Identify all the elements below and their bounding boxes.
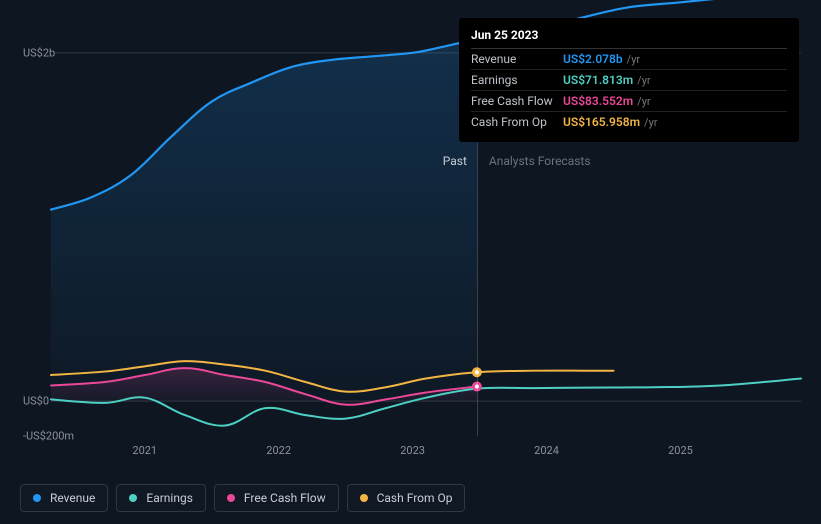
tooltip-date: Jun 25 2023: [471, 26, 787, 49]
tooltip-row-suffix: /yr: [644, 116, 657, 129]
x-axis-label: 2021: [132, 444, 157, 457]
legend: Revenue Earnings Free Cash Flow Cash From O…: [20, 484, 465, 512]
tooltip-row: RevenueUS$2.078b/yr: [471, 49, 787, 70]
tooltip-row-suffix: /yr: [637, 74, 650, 87]
tooltip-row-label: Cash From Op: [471, 115, 563, 129]
legend-label: Free Cash Flow: [244, 491, 326, 505]
section-label-past: Past: [443, 154, 467, 168]
section-label-forecast: Analysts Forecasts: [489, 154, 591, 168]
y-axis-labels: US$2bUS$0-US$200m: [20, 18, 90, 436]
tooltip-row-suffix: /yr: [627, 53, 640, 66]
legend-label: Revenue: [50, 491, 95, 505]
tooltip-row: Free Cash FlowUS$83.552m/yr: [471, 91, 787, 112]
tooltip-row-suffix: /yr: [637, 95, 650, 108]
legend-label: Cash From Op: [377, 491, 453, 505]
tooltip-row-label: Earnings: [471, 73, 563, 87]
tooltip-row-label: Revenue: [471, 52, 563, 66]
tooltip-row-value: US$71.813m: [563, 73, 633, 87]
x-axis-label: 2025: [668, 444, 693, 457]
legend-item-fcf[interactable]: Free Cash Flow: [214, 484, 339, 512]
x-axis-label: 2022: [266, 444, 291, 457]
tooltip: Jun 25 2023 RevenueUS$2.078b/yrEarningsU…: [459, 18, 799, 142]
tooltip-row: Cash From OpUS$165.958m/yr: [471, 112, 787, 132]
y-axis-label: US$2b: [23, 46, 55, 59]
x-axis-label: 2023: [400, 444, 425, 457]
tooltip-row: EarningsUS$71.813m/yr: [471, 70, 787, 91]
legend-label: Earnings: [146, 491, 193, 505]
legend-item-earnings[interactable]: Earnings: [116, 484, 206, 512]
legend-dot-icon: [33, 494, 41, 502]
legend-dot-icon: [360, 494, 368, 502]
legend-dot-icon: [227, 494, 235, 502]
legend-dot-icon: [129, 494, 137, 502]
legend-item-cfo[interactable]: Cash From Op: [347, 484, 466, 512]
tooltip-row-label: Free Cash Flow: [471, 94, 563, 108]
x-axis-label: 2024: [534, 444, 559, 457]
x-axis-labels: 2021 2022 2023 2024 2025: [51, 444, 803, 458]
tooltip-row-value: US$165.958m: [563, 115, 640, 129]
tooltip-row-value: US$83.552m: [563, 94, 633, 108]
legend-item-revenue[interactable]: Revenue: [20, 484, 108, 512]
y-axis-label: US$0: [23, 395, 49, 408]
tooltip-row-value: US$2.078b: [563, 52, 623, 66]
y-axis-label: -US$200m: [23, 430, 74, 443]
